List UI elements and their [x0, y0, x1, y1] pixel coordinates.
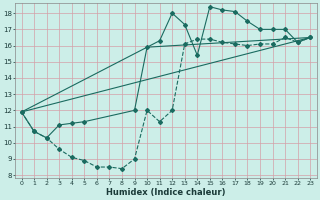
X-axis label: Humidex (Indice chaleur): Humidex (Indice chaleur) — [106, 188, 226, 197]
